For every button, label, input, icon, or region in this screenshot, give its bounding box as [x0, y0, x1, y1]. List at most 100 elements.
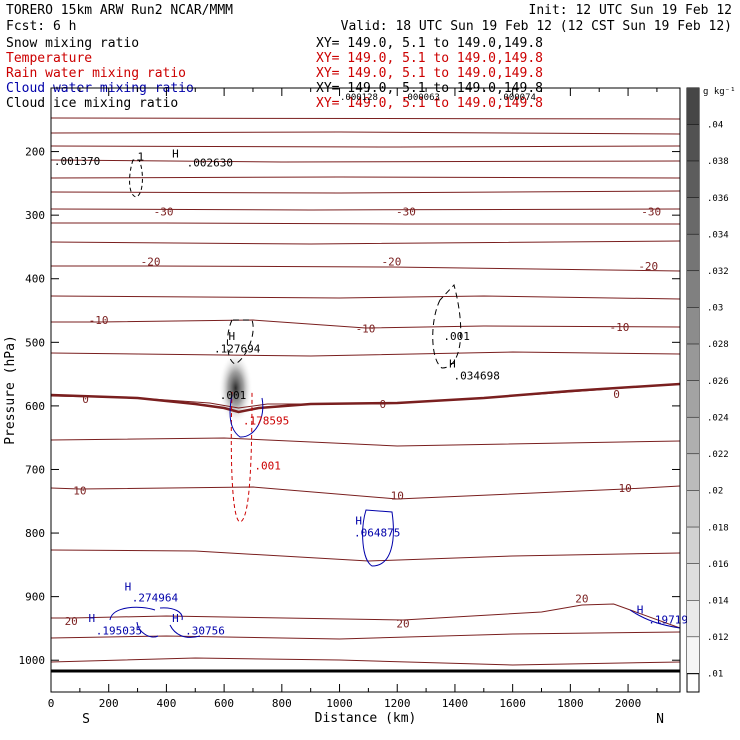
maximum-label: .30756 [185, 624, 225, 637]
header-fcst: Fcst: 6 h [6, 19, 76, 34]
maximum-label: .064875 [354, 526, 400, 539]
maximum-label: H [449, 357, 456, 370]
snow-contour [129, 159, 143, 198]
colorbar-swatch [687, 271, 699, 308]
temperature-contour [50, 117, 681, 120]
colorbar-swatch [687, 344, 699, 381]
colorbar-label: .01 [707, 670, 723, 680]
temperature-contour [51, 319, 681, 329]
temperature-label: -20 [638, 260, 658, 273]
legend-temperature-xy: XY= 149.0, 5.1 to 149.0,149.8 [316, 51, 543, 66]
colorbar-label: .03 [707, 304, 723, 314]
maximum-label: .127694 [214, 343, 261, 356]
temperature-contour [50, 145, 681, 148]
temperature-contour [50, 131, 681, 135]
snow-contour [432, 283, 462, 369]
temperature-label: 0 [613, 388, 620, 401]
y-tick-label: 600 [25, 400, 45, 413]
north-label: N [656, 712, 664, 727]
maximum-label: .002630 [187, 156, 233, 169]
temperature-contour [50, 159, 681, 163]
x-tick-label: 600 [214, 697, 234, 710]
temperature-label: -30 [154, 205, 174, 218]
cloud-water-contour [229, 394, 264, 438]
colorbar-label: .014 [707, 596, 729, 606]
header-init: Init: 12 UTC Sun 19 Feb 12 [529, 3, 733, 18]
y-tick-label: 300 [25, 209, 45, 222]
x-tick-label: 200 [99, 697, 119, 710]
legend-cloud-ice: Cloud ice mixing ratio [6, 96, 178, 111]
x-tick-label: 0 [48, 697, 55, 710]
overlap-label-3: .000074 [498, 93, 536, 103]
temperature-contour [51, 603, 681, 629]
colorbar-swatch [687, 234, 699, 272]
colorbar-swatch [686, 673, 700, 693]
temperature-label: 20 [575, 593, 588, 606]
colorbar-swatch [687, 307, 699, 345]
y-axis-title: Pressure (hPa) [3, 335, 18, 445]
temperature-contour [50, 485, 681, 500]
maximum-label: .197198 [648, 614, 694, 627]
temperature-contour [51, 222, 680, 225]
x-axis-title: Distance (km) [315, 711, 417, 726]
colorbar-unit: g kg⁻¹ [703, 87, 736, 97]
temperature-contour [50, 190, 681, 194]
maximum-label: H [172, 147, 179, 160]
overlap-label-2: .000063 [402, 93, 440, 103]
maximum-label: H [637, 603, 644, 616]
plot-frame [50, 87, 681, 693]
y-tick-label: 400 [25, 273, 45, 286]
colorbar-label: .04 [707, 121, 723, 131]
maximum-label: H [228, 330, 235, 343]
overlap-label-1: .000128 [340, 93, 378, 103]
colorbar-label: .038 [707, 157, 729, 167]
maximum-label: H [172, 612, 179, 625]
colorbar-label: .036 [707, 194, 729, 204]
temperature-label: 10 [391, 490, 404, 503]
temperature-contour [50, 437, 681, 447]
x-tick-label: 1800 [557, 697, 584, 710]
colorbar: .04 .038 .036 .034 .032 .03 .028 .026 .024 .022 .0… [686, 87, 736, 693]
legend-rain-xy: XY= 149.0, 5.1 to 149.0,149.8 [316, 66, 543, 81]
temperature-label: -10 [356, 322, 376, 335]
temperature-contour [50, 657, 681, 666]
cloud-water-contour [109, 606, 201, 638]
temperature-label: 20 [65, 615, 78, 628]
header-model: TORERO 15km ARW Run2 NCAR/MMM [6, 3, 233, 18]
temperature-label: -30 [396, 205, 416, 218]
south-label: S [82, 712, 90, 727]
snow-shading [218, 352, 253, 425]
temperature-contour [51, 265, 681, 272]
y-tick-label: 1000 [19, 654, 46, 667]
legend-snow-xy: XY= 149.0, 5.1 to 149.0,149.8 [316, 36, 543, 51]
temperature-label: -20 [141, 256, 161, 269]
y-tick-label: 900 [25, 591, 45, 604]
colorbar-label: .02 [707, 487, 723, 497]
colorbar-swatch [687, 600, 699, 638]
zero-isotherm [50, 382, 681, 414]
temperature-label: 10 [73, 484, 86, 497]
x-tick-label: 1600 [499, 697, 526, 710]
colorbar-label: .028 [707, 340, 729, 350]
colorbar-swatch [687, 88, 699, 125]
colorbar-swatch [687, 417, 699, 455]
colorbar-swatch [687, 637, 699, 674]
temperature-label: 20 [396, 617, 409, 630]
maximum-label: 1 [138, 151, 145, 164]
colorbar-swatch [687, 454, 699, 491]
temperature-contour [50, 176, 681, 179]
legend-cloud-ice-xy: XY= 149.0, 5.1 to 149.0,149.8 [316, 96, 543, 111]
maximum-label: .195035 [96, 624, 142, 637]
maximum-label: H [125, 580, 132, 593]
legend-rain: Rain water mixing ratio [6, 66, 186, 81]
legend-temperature: Temperature [6, 51, 92, 66]
x-tick-label: 2000 [615, 697, 642, 710]
maximum-label: .274964 [132, 591, 179, 604]
x-tick-label: 1000 [326, 697, 353, 710]
maximum-label: .001 [254, 460, 281, 473]
maximum-label: .001 [443, 330, 470, 343]
colorbar-label: .026 [707, 377, 729, 387]
colorbar-label: .012 [707, 633, 729, 643]
colorbar-swatch [687, 527, 699, 564]
